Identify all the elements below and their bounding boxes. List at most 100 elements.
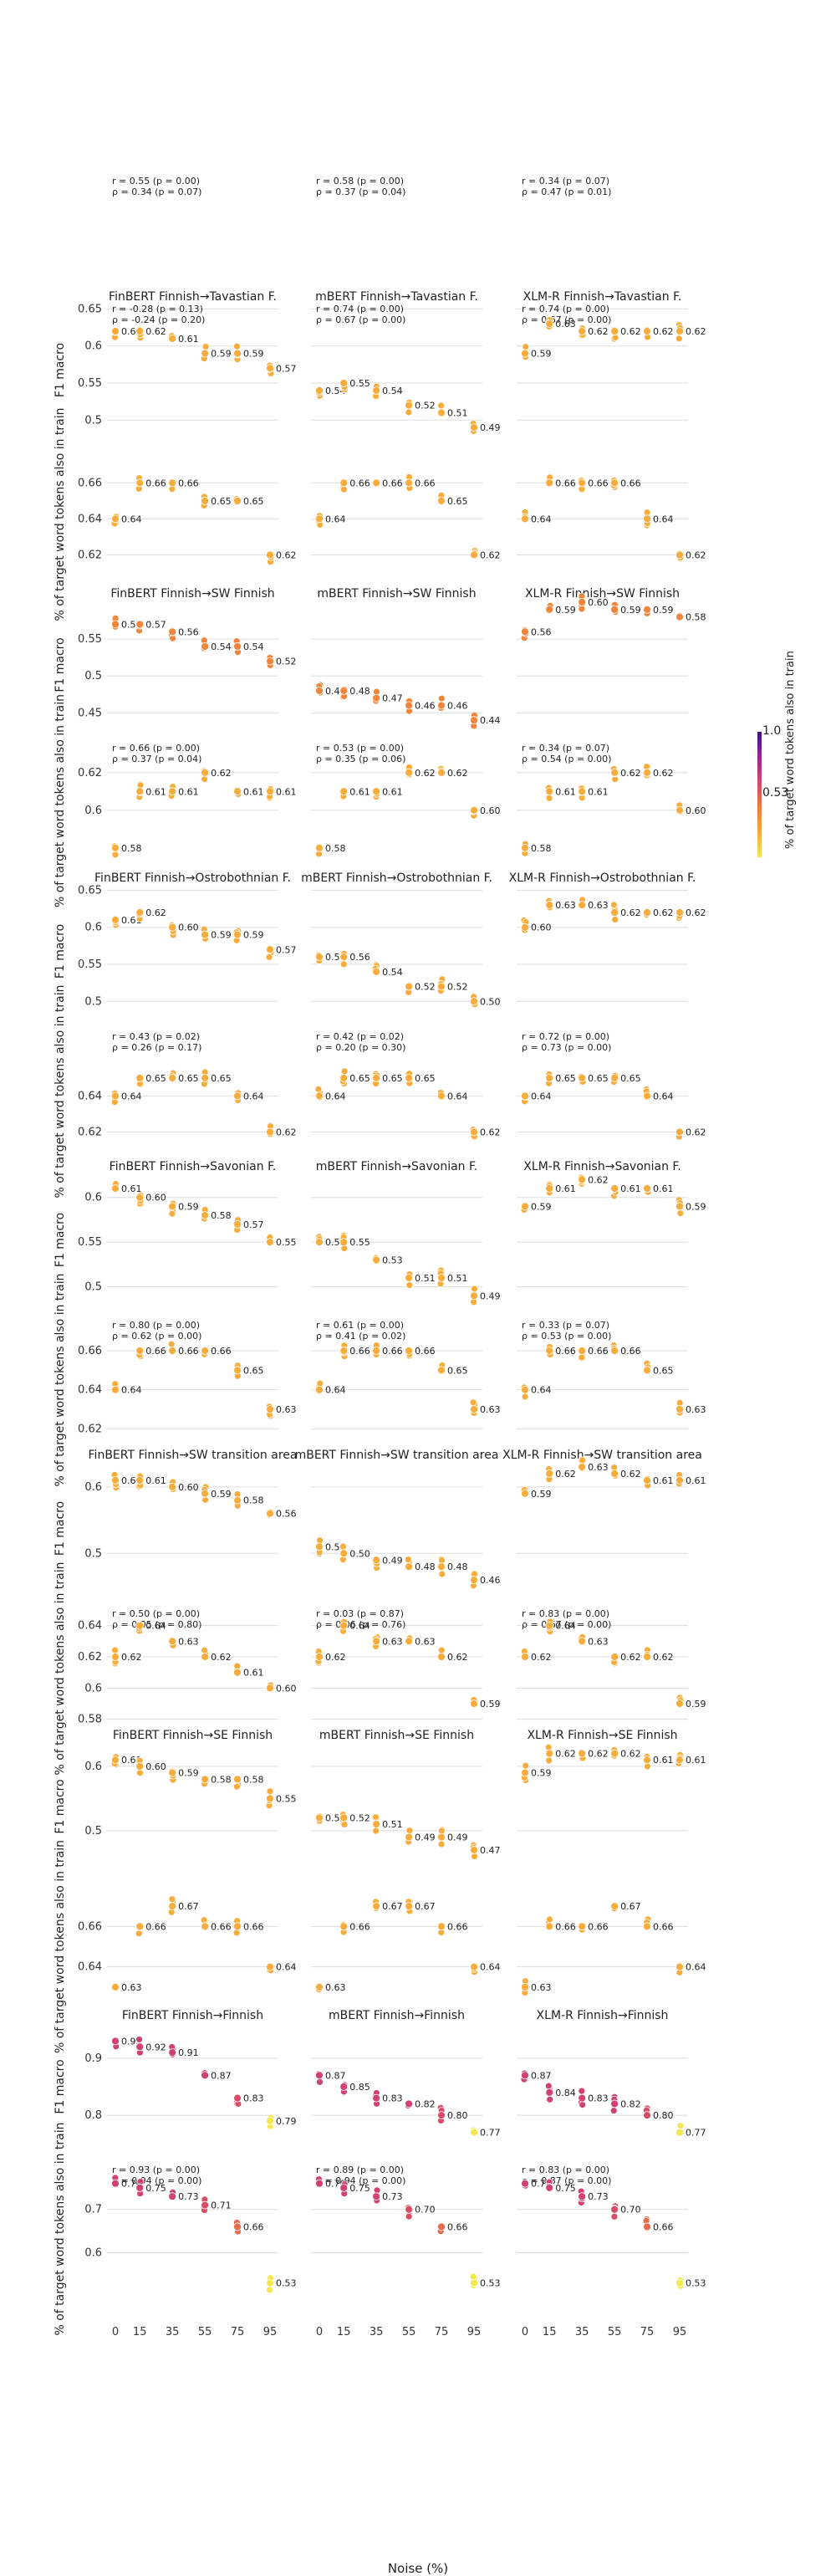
mean-point [470, 2128, 478, 2137]
replicate-point [609, 901, 618, 909]
data-label: 0.57 [276, 363, 297, 374]
data-label: 0.44 [480, 715, 501, 726]
mean-point [201, 1073, 210, 1082]
mean-point [521, 1768, 529, 1777]
mean-point [135, 1922, 145, 1931]
x-tick-label: 15 [133, 2326, 147, 2338]
mean-point [339, 1073, 349, 1082]
mean-point [111, 1385, 120, 1394]
mean-point [578, 787, 587, 796]
data-label: 0.61 [686, 1755, 706, 1766]
mean-point [521, 843, 529, 852]
mean-point [610, 2099, 619, 2108]
mean-point [675, 1405, 684, 1413]
data-label: 0.62 [653, 1652, 674, 1663]
data-label: 0.62 [145, 907, 166, 918]
data-label: 0.64 [531, 1091, 552, 1101]
data-label: 0.61 [382, 786, 403, 797]
y-tick-label: 0.6 [84, 922, 102, 934]
data-label: 0.51 [447, 407, 468, 418]
y-tick-label: 0.7 [84, 2204, 102, 2216]
correlation-stat: r = 0.43 (p = 0.02) [112, 1031, 200, 1042]
y-tick-label: 0.55 [78, 958, 102, 971]
mean-point [339, 2083, 349, 2091]
data-label: 0.63 [555, 319, 576, 330]
data-label: 0.87 [531, 2070, 552, 2081]
data-label: 0.64 [531, 514, 552, 524]
mean-point [339, 1347, 349, 1355]
mean-point [233, 2093, 242, 2103]
data-label: 0.62 [686, 326, 706, 337]
data-label: 0.58 [243, 1774, 264, 1785]
replicate-point [438, 1570, 446, 1578]
correlation-stat: r = 0.80 (p = 0.00) [112, 1320, 200, 1331]
data-label: 0.46 [415, 701, 435, 712]
mean-point [315, 2071, 324, 2080]
correlation-stat: ρ = 0.53 (p = 0.00) [522, 1331, 611, 1342]
data-label: 0.63 [555, 900, 576, 911]
data-label: 0.51 [415, 1273, 435, 1284]
mean-point [201, 642, 210, 651]
mean-point [201, 496, 210, 505]
data-label: 0.57 [243, 1219, 264, 1230]
mean-point [470, 1699, 478, 1708]
mean-point [372, 1073, 381, 1082]
mean-point [266, 2117, 274, 2125]
mean-point [643, 1756, 651, 1765]
mean-point [437, 1366, 446, 1375]
data-label: 0.63 [325, 1982, 346, 1993]
mean-point [437, 701, 446, 710]
data-label: 0.67 [620, 1901, 641, 1912]
replicate-point [544, 2082, 553, 2090]
x-tick-label: 95 [673, 2326, 687, 2338]
data-label: 0.84 [555, 2088, 576, 2098]
mean-point [111, 1982, 120, 1991]
y-tick-label: 0.64 [78, 1384, 102, 1397]
correlation-stat: ρ = 0.20 (p = 0.30) [316, 1042, 405, 1053]
mean-point [339, 1238, 349, 1247]
replicate-point [201, 1646, 209, 1654]
mean-point [201, 349, 210, 358]
data-label: 0.62 [211, 768, 232, 779]
replicate-point [372, 1827, 380, 1835]
y-tick-label: 0.62 [78, 1651, 102, 1664]
data-label: 0.61 [145, 1475, 166, 1486]
mean-point [578, 1175, 587, 1184]
x-tick-label: 35 [370, 2326, 384, 2338]
mean-point [437, 1922, 446, 1931]
mean-point [521, 923, 529, 932]
data-label: 0.63 [588, 1462, 609, 1473]
data-label: 0.47 [382, 693, 403, 704]
mean-point [437, 496, 446, 505]
mean-point [470, 716, 478, 725]
x-tick-label: 75 [435, 2326, 449, 2338]
data-label: 0.49 [415, 1832, 435, 1843]
data-label: 0.61 [145, 786, 166, 797]
y-tick-label: 0.65 [78, 303, 102, 315]
data-label: 0.65 [588, 1073, 609, 1084]
x-tick-label: 35 [166, 2326, 180, 2338]
data-label: 0.63 [686, 1404, 706, 1415]
mean-point [233, 1091, 242, 1101]
data-label: 0.54 [382, 386, 403, 396]
mean-point [315, 1385, 324, 1394]
mean-point [675, 1699, 684, 1708]
mean-point [111, 1475, 120, 1485]
mean-point [545, 1073, 554, 1082]
data-label: 0.62 [686, 549, 706, 560]
data-label: 0.54 [382, 967, 403, 978]
data-label: 0.60 [531, 923, 552, 933]
data-label: 0.63 [480, 1404, 501, 1415]
y-axis-label: % of target word tokens also in train [54, 984, 67, 1198]
data-label: 0.53 [480, 2278, 501, 2289]
data-label: 0.56 [178, 626, 199, 637]
data-label: 0.62 [480, 1127, 501, 1137]
mean-point [233, 1668, 242, 1677]
mean-point [470, 423, 478, 432]
data-label: 0.46 [480, 1575, 501, 1586]
replicate-point [201, 343, 210, 350]
mean-point [578, 1073, 587, 1082]
mean-point [643, 768, 651, 777]
colorbar-label: % of target word tokens also in train [784, 651, 797, 849]
